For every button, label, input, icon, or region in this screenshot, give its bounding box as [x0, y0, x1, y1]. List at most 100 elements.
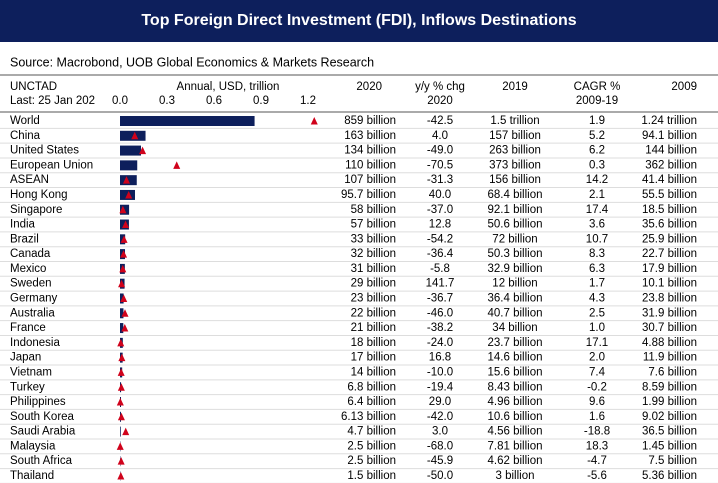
cell: 32 billion — [351, 248, 396, 260]
category-label: South Korea — [10, 411, 75, 423]
category-label: South Africa — [10, 455, 73, 467]
cell: 14.6 billion — [488, 352, 543, 364]
cell: 1.6 — [589, 411, 605, 423]
cell: 12 billion — [492, 278, 537, 290]
cell: -46.0 — [427, 307, 453, 319]
x-tick-label: 1.2 — [300, 95, 316, 107]
cell: 1.0 — [589, 322, 605, 334]
cell: 107 billion — [344, 174, 396, 186]
marker — [139, 146, 147, 155]
cell: 68.4 billion — [488, 189, 543, 201]
cell: 29.0 — [429, 396, 451, 408]
cell: -50.0 — [427, 470, 453, 482]
column-header: Last: 25 Jan 202 — [10, 95, 95, 107]
marker — [117, 368, 125, 376]
cell: 95.7 billion — [341, 189, 396, 201]
cell: 72 billion — [492, 233, 537, 245]
marker — [125, 190, 133, 199]
cell: 18.5 billion — [642, 204, 697, 216]
cell: 11.9 billion — [643, 352, 697, 364]
category-label: Australia — [10, 307, 55, 319]
category-label: Hong Kong — [10, 189, 68, 201]
cell: 1.5 trillion — [490, 115, 539, 127]
cell: 10.7 — [586, 233, 608, 245]
cell: 2.0 — [589, 352, 605, 364]
cell: -36.7 — [427, 293, 453, 305]
cell: 1.9 — [589, 115, 605, 127]
cell: 92.1 billion — [488, 204, 543, 216]
cell: -45.9 — [427, 455, 453, 467]
cell: 4.0 — [432, 130, 448, 142]
cell: 8.59 billion — [642, 381, 697, 393]
category-label: United States — [10, 145, 79, 157]
category-label: Vietnam — [10, 366, 52, 378]
category-label: Canada — [10, 248, 51, 260]
cell: 32.9 billion — [488, 263, 543, 275]
cell: -38.2 — [427, 322, 453, 334]
cell: 35.6 billion — [642, 219, 697, 231]
cell: 55.5 billion — [642, 189, 697, 201]
cell: 7.6 billion — [648, 366, 697, 378]
category-label: ASEAN — [10, 174, 49, 186]
cell: 6.3 — [589, 263, 605, 275]
cell: 0.3 — [589, 159, 605, 171]
bar — [120, 175, 137, 186]
marker — [116, 398, 124, 406]
marker — [122, 176, 130, 184]
cell: 17.9 billion — [642, 263, 697, 275]
cell: 1.7 — [589, 278, 605, 290]
marker — [117, 457, 125, 465]
cell: 23.8 billion — [642, 293, 697, 305]
cell: 4.56 billion — [488, 426, 543, 438]
marker — [117, 383, 125, 391]
cell: -19.4 — [427, 381, 454, 393]
cell: 4.96 billion — [488, 396, 543, 408]
category-label: Brazil — [10, 233, 39, 245]
column-header: 2020 — [427, 95, 453, 107]
cell: 23.7 billion — [488, 337, 543, 349]
cell: -68.0 — [427, 440, 453, 452]
cell: 31 billion — [351, 263, 396, 275]
bar — [120, 308, 124, 319]
cell: 94.1 billion — [642, 130, 697, 142]
cell: 30.7 billion — [642, 322, 697, 334]
cell: 6.2 — [589, 145, 605, 157]
cell: 58 billion — [351, 204, 396, 216]
cell: 2.5 — [589, 307, 605, 319]
cell: 1.24 trillion — [641, 115, 697, 127]
cell: 10.6 billion — [488, 411, 543, 423]
cell: 16.8 — [429, 352, 451, 364]
marker — [310, 117, 318, 125]
marker — [118, 279, 126, 288]
x-tick-label: 0.6 — [206, 95, 222, 107]
cell: 6.13 billion — [341, 411, 396, 423]
cell: 12.8 — [429, 219, 451, 231]
cell: 50.3 billion — [488, 248, 543, 260]
column-header: 2009 — [671, 81, 697, 93]
cell: 5.36 billion — [642, 470, 697, 482]
category-label: Turkey — [10, 381, 45, 393]
category-label: European Union — [10, 159, 93, 171]
marker — [121, 324, 129, 332]
cell: -31.3 — [427, 174, 453, 186]
cell: -70.5 — [427, 159, 453, 171]
category-label: Mexico — [10, 263, 46, 275]
cell: 22 billion — [351, 307, 396, 319]
cell: 3 billion — [496, 470, 535, 482]
category-label: Singapore — [10, 204, 62, 216]
cell: 163 billion — [344, 130, 396, 142]
marker — [122, 427, 130, 436]
cell: 21 billion — [351, 322, 396, 334]
cell: 7.5 billion — [648, 455, 697, 467]
cell: 25.9 billion — [642, 233, 697, 245]
cell: 2.1 — [589, 189, 605, 201]
column-header: UNCTAD — [10, 81, 57, 93]
cell: 5.2 — [589, 130, 605, 142]
cell: 34 billion — [492, 322, 537, 334]
cell: -4.7 — [587, 455, 607, 467]
cell: 3.6 — [589, 219, 605, 231]
cell: 33 billion — [351, 233, 396, 245]
marker — [131, 131, 139, 140]
cell: 14.2 — [586, 174, 608, 186]
